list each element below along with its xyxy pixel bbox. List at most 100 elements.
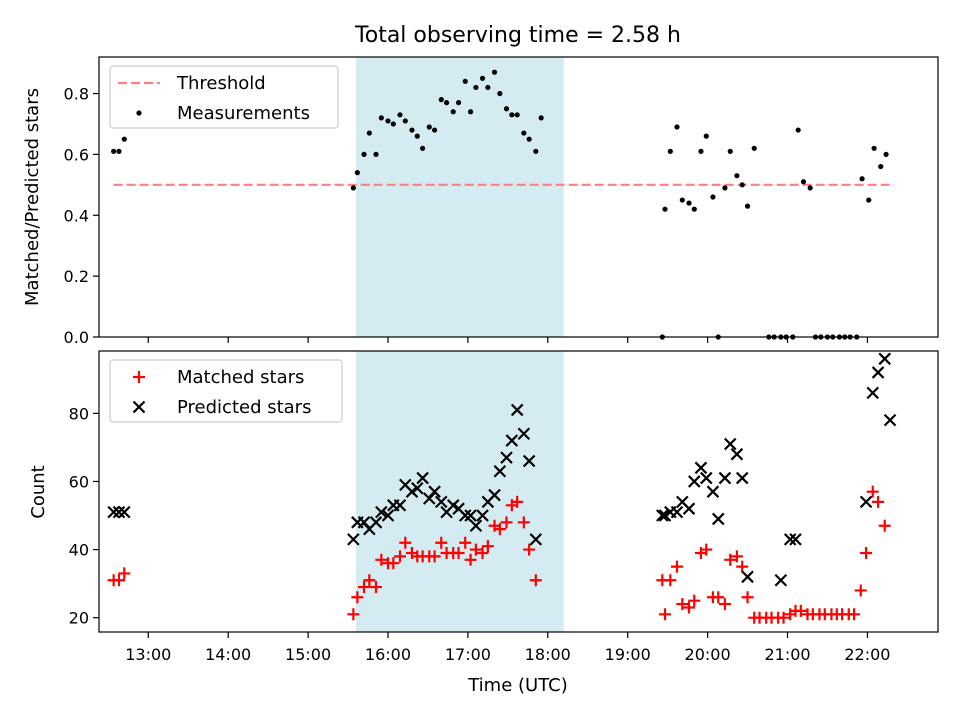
legend-label: Measurements: [177, 103, 310, 124]
predicted-stars-point: [871, 366, 885, 379]
x-tick-label: 20:00: [685, 645, 731, 664]
legend: Threshold Measurements: [109, 65, 339, 129]
predicted-stars-point: [878, 352, 892, 366]
matched-stars-point: [700, 543, 713, 556]
predicted-stars-point: [723, 437, 737, 451]
matched-stars-point: [347, 608, 360, 621]
matched-stars-point: [676, 598, 689, 611]
top-y-axis-label: Matched/Predicted stars: [22, 88, 43, 306]
matched-stars-point: [375, 553, 388, 566]
predicted-stars-point: [369, 516, 383, 529]
predicted-stars-point: [789, 533, 802, 546]
measurement-point: [883, 151, 889, 157]
measurement-point: [722, 185, 728, 191]
measurement-point: [807, 185, 813, 191]
measurement-point: [751, 145, 757, 151]
predicted-stars-point: [694, 461, 708, 475]
predicted-stars-point: [505, 434, 519, 447]
matched-stars-point: [872, 495, 885, 508]
matched-stars-point: [854, 584, 867, 597]
measurement-point: [116, 148, 122, 154]
measurement-point: [744, 203, 751, 209]
matched-stars-point: [511, 495, 524, 508]
measurement-point: [426, 124, 432, 130]
matched-stars-point: [688, 594, 701, 607]
predicted-stars-point: [476, 509, 489, 522]
bottom-y-axis-label: Count: [28, 465, 49, 518]
matched-stars-point: [399, 536, 412, 549]
measurement-point: [800, 179, 807, 185]
predicted-stars-point: [393, 499, 407, 512]
matched-stars-point: [777, 611, 790, 624]
matched-stars-point: [459, 536, 472, 549]
measurement-point: [526, 136, 532, 142]
measurement-point: [795, 127, 801, 133]
predicted-stars-point: [469, 519, 483, 533]
predicted-stars-point: [529, 533, 543, 546]
predicted-stars-point: [107, 505, 120, 519]
legend-label: Matched stars: [177, 367, 304, 388]
measurement-point: [373, 151, 379, 157]
matched-stars-point: [500, 516, 513, 529]
measurement-point: [111, 148, 117, 154]
measurement-point: [443, 100, 450, 106]
x-tick-label: 17:00: [445, 645, 491, 664]
matched-stars-point: [848, 608, 861, 621]
measurement-point: [414, 133, 420, 139]
matched-stars-point: [736, 560, 749, 573]
measurement-point: [691, 206, 697, 212]
matched-stars-point: [860, 546, 873, 559]
predicted-stars-point: [118, 505, 131, 519]
measurement-point: [385, 118, 391, 124]
measurement-point: [667, 148, 673, 154]
matched-stars-point: [878, 519, 891, 532]
measurement-point: [402, 118, 408, 124]
y-tick-label: 20: [69, 609, 89, 628]
predicted-stars-point: [375, 505, 388, 519]
measurement-point: [491, 69, 498, 75]
matched-stars-point: [112, 574, 125, 587]
predicted-stars-point: [458, 509, 472, 522]
matched-stars-point: [387, 557, 400, 570]
chart-title: Total observing time = 2.58 h: [354, 23, 681, 48]
measurement-point: [533, 148, 539, 154]
matched-stars-point: [866, 485, 879, 498]
measurement-point: [455, 100, 462, 106]
x-tick-label: 14:00: [205, 645, 251, 664]
measurement-point: [450, 109, 456, 115]
predicted-stars-point: [381, 509, 395, 522]
y-tick-label: 60: [69, 472, 89, 491]
measurement-point: [734, 173, 740, 179]
matched-stars-point: [730, 550, 743, 563]
predicted-stars-point: [656, 509, 669, 522]
matched-stars-point: [658, 608, 671, 621]
matched-stars-point: [469, 543, 482, 556]
measurement-point: [538, 115, 544, 121]
measurement-point: [859, 176, 865, 182]
legend-label: Threshold: [176, 73, 266, 94]
x-tick-label: 19:00: [605, 645, 651, 664]
predicted-stars-point: [347, 533, 360, 546]
measurement-point: [710, 194, 716, 200]
predicted-stars-point: [682, 502, 696, 515]
measurement-point: [432, 127, 438, 133]
predicted-stars-point: [428, 485, 441, 498]
matched-stars-point: [351, 591, 364, 604]
measurement-point: [871, 145, 877, 151]
predicted-stars-point: [774, 573, 788, 587]
measurement-point: [397, 112, 403, 118]
matched-stars-point: [118, 567, 131, 580]
predicted-stars-point: [493, 464, 507, 478]
predicted-stars-point: [711, 512, 725, 526]
measurement-point: [462, 78, 468, 84]
x-tick-label: 22:00: [844, 645, 890, 664]
matched-stars-point: [741, 591, 754, 604]
observing-interval-shade: [356, 351, 564, 632]
measurement-point: [378, 115, 384, 121]
y-tick-label: 40: [69, 541, 89, 560]
predicted-stars-point: [434, 495, 448, 509]
measurement-point: [503, 106, 510, 112]
matched-stars-point: [664, 574, 677, 587]
axes-frame: [98, 56, 939, 338]
